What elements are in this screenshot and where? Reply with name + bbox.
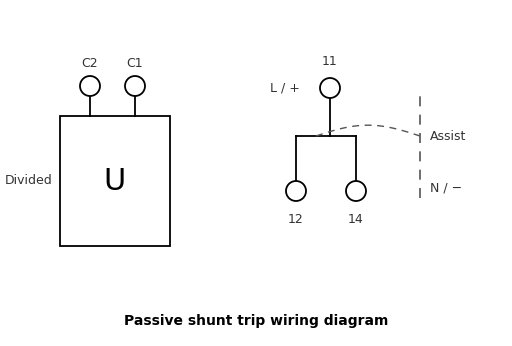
Text: Divided: Divided (4, 174, 52, 188)
Text: L / +: L / + (270, 82, 300, 94)
Text: U: U (104, 166, 126, 195)
Text: C1: C1 (126, 57, 143, 70)
Text: Passive shunt trip wiring diagram: Passive shunt trip wiring diagram (124, 314, 388, 328)
Circle shape (346, 181, 366, 201)
Text: 12: 12 (288, 213, 304, 226)
Text: C2: C2 (82, 57, 98, 70)
Circle shape (286, 181, 306, 201)
Circle shape (80, 76, 100, 96)
Text: Assist: Assist (430, 129, 466, 143)
Text: 14: 14 (348, 213, 364, 226)
Text: N / −: N / − (430, 182, 462, 194)
Circle shape (320, 78, 340, 98)
Text: 11: 11 (322, 55, 338, 68)
Circle shape (125, 76, 145, 96)
Bar (60, 116, 170, 246)
